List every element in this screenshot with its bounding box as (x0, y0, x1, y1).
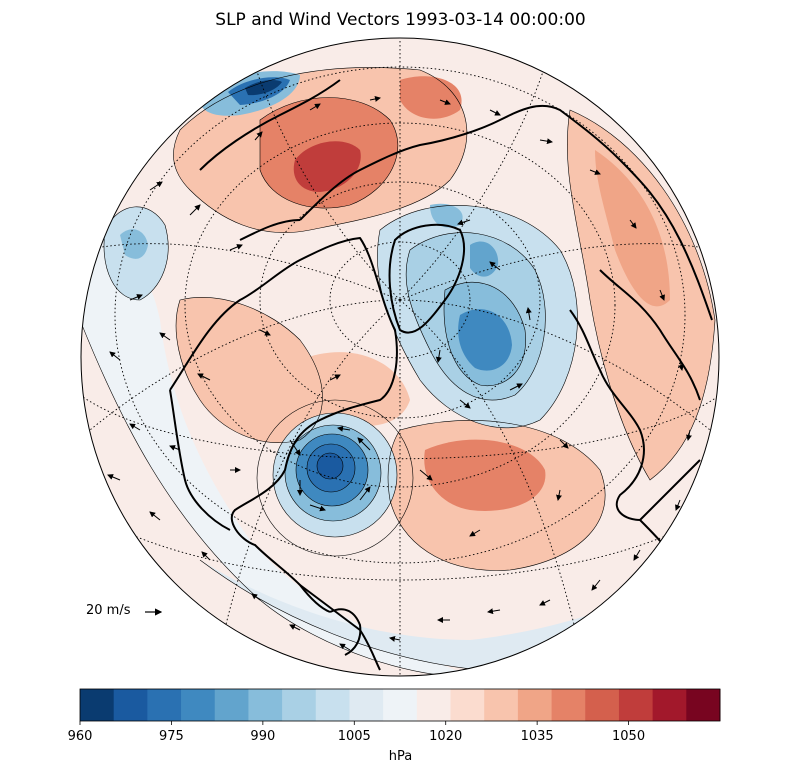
colorbar-tick-label: 975 (159, 729, 184, 744)
colorbar-tick-label: 1035 (520, 729, 554, 744)
colorbar-cell (450, 689, 485, 721)
colorbar-cell (181, 689, 216, 721)
colorbar-tick-label: 1020 (429, 729, 463, 744)
colorbar-tick-label: 990 (250, 729, 276, 744)
graticule (81, 38, 719, 676)
us-east-low (273, 413, 397, 537)
colorbar-cell (517, 689, 553, 721)
colorbar-cell (349, 689, 384, 721)
globe-outline (80, 37, 720, 677)
colorbar-cell (113, 689, 148, 721)
colorbar-cell (214, 689, 249, 721)
colorbar-cell (686, 689, 721, 721)
reference-vector-label: 20 m/s (86, 603, 131, 618)
colorbar-tick-label: 960 (67, 729, 93, 744)
colorbar-outline (79, 688, 721, 722)
colorbar-cell (315, 689, 350, 721)
colorbar-cell (585, 689, 620, 721)
colorbar-cell (652, 689, 687, 721)
colorbar-label: hPa (388, 749, 413, 764)
colorbar-cell (618, 689, 654, 721)
globe (81, 38, 719, 676)
colorbar-cell (551, 689, 586, 721)
colorbar-tick-label: 1005 (337, 729, 371, 744)
colorbar-cell (484, 689, 519, 721)
colorbar-cell (383, 689, 418, 721)
colorbar-cell (416, 689, 452, 721)
colorbar-cell (147, 689, 182, 721)
colorbar-tick-label: 1050 (612, 729, 646, 744)
colorbar-cell (80, 689, 115, 721)
wind-vectors (107, 96, 692, 651)
colorbar-cell (248, 689, 283, 721)
colorbar-cell (282, 689, 317, 721)
pacific-low (104, 206, 169, 300)
coastlines (169, 79, 713, 671)
chart-title: SLP and Wind Vectors 1993-03-14 00:00:00 (215, 10, 586, 30)
